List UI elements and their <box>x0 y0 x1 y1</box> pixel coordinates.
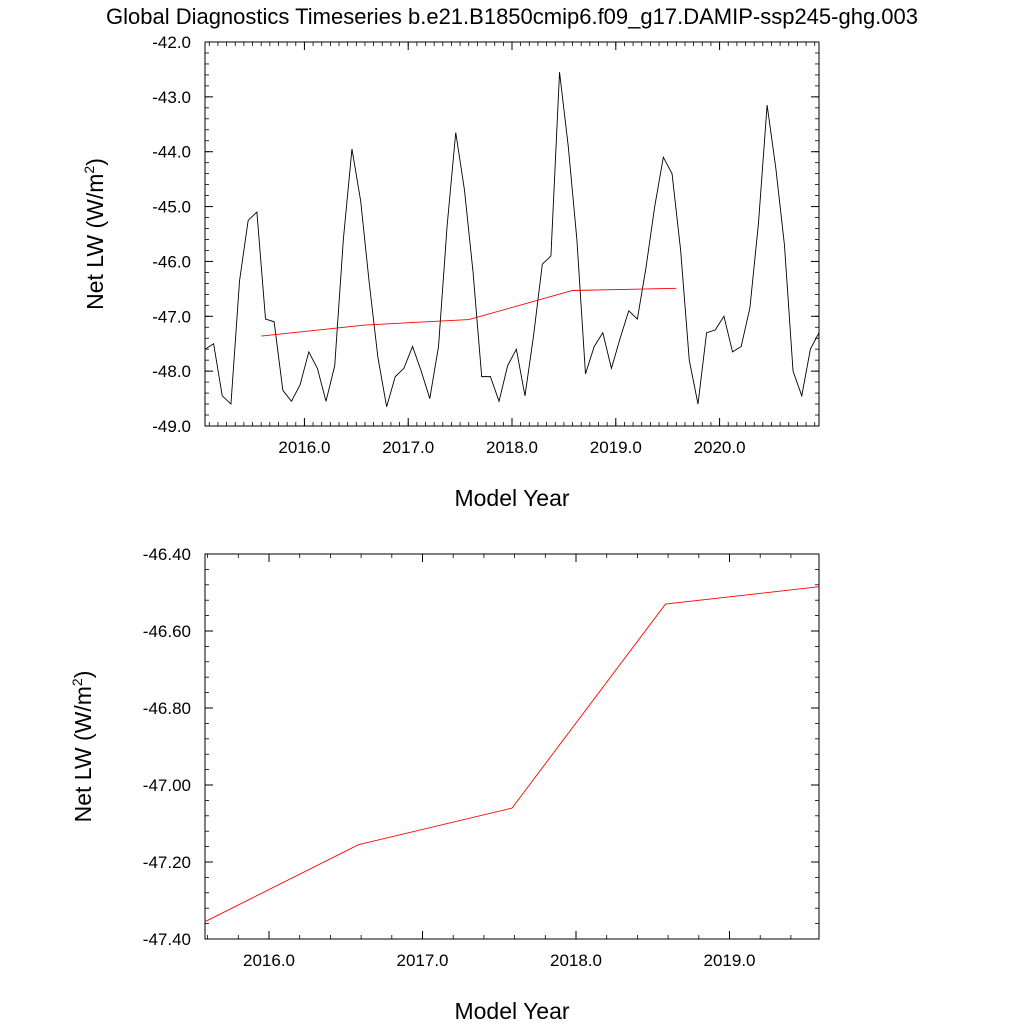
x-tick-label: 2019.0 <box>704 951 756 970</box>
y-tick-label: -47.20 <box>143 853 191 872</box>
figure-title: Global Diagnostics Timeseries b.e21.B185… <box>106 4 918 29</box>
x-axis-label: Model Year <box>454 485 569 511</box>
x-tick-label: 2016.0 <box>278 438 330 457</box>
y-axis-label: Net LW (W/m2) <box>69 671 96 823</box>
x-tick-label: 2017.0 <box>397 951 449 970</box>
y-tick-label: -45.0 <box>152 198 191 217</box>
y-tick-label: -47.0 <box>152 307 191 326</box>
y-tick-label: -42.0 <box>152 33 191 52</box>
x-tick-label: 2018.0 <box>486 438 538 457</box>
y-tick-label: -49.0 <box>152 417 191 436</box>
y-tick-label: -48.0 <box>152 362 191 381</box>
timeseries-panel-monthly: 2016.0 2017.0 2018.0 2019.0 2020.0 -42.0 -43.0… <box>81 33 820 511</box>
y-tick-label: -47.00 <box>143 776 191 795</box>
series-line-annual <box>204 586 820 923</box>
series-line-annual <box>261 287 677 337</box>
y-tick-label: -46.80 <box>143 699 191 718</box>
plot-frame <box>204 553 820 940</box>
y-tick-label: -46.60 <box>143 622 191 641</box>
plot-frame <box>204 41 820 427</box>
x-tick-label: 2020.0 <box>694 438 746 457</box>
y-axis-label: Net LW (W/m2) <box>81 158 108 310</box>
y-tick-label: -44.0 <box>152 143 191 162</box>
y-tick-label: -47.40 <box>143 930 191 949</box>
x-axis-label: Model Year <box>454 998 569 1024</box>
x-tick-label: 2018.0 <box>550 951 602 970</box>
x-tick-label: 2017.0 <box>382 438 434 457</box>
x-tick-label: 2019.0 <box>590 438 642 457</box>
x-tick-label: 2016.0 <box>243 951 295 970</box>
y-tick-label: -46.0 <box>152 252 191 271</box>
timeseries-panel-annual: 2016.0 2017.0 2018.0 2019.0 -46.40 -46.60 -46.… <box>69 545 820 1024</box>
y-tick-label: -46.40 <box>143 545 191 564</box>
series-line-monthly <box>204 72 820 407</box>
y-tick-label: -43.0 <box>152 88 191 107</box>
